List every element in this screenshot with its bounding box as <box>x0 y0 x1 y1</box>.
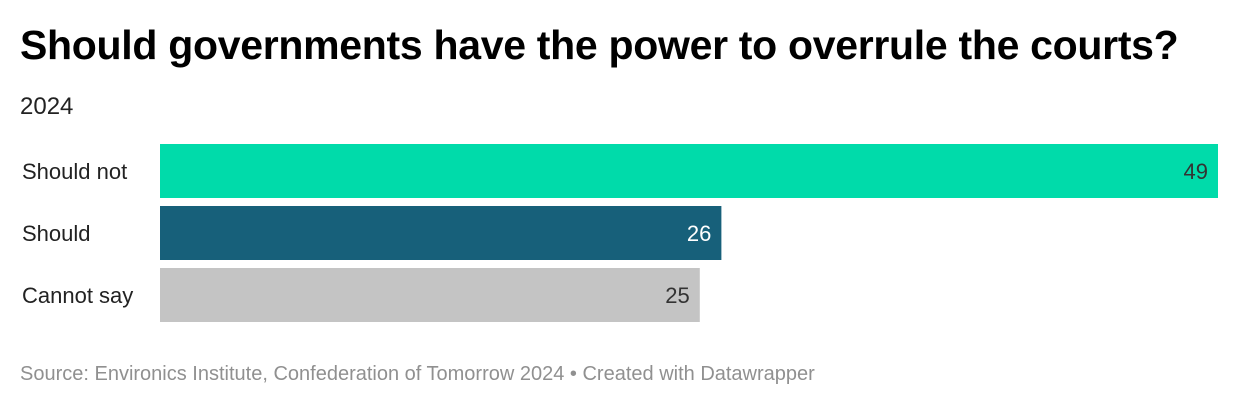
category-label: Should <box>22 221 91 246</box>
bar-value-label: 26 <box>687 221 711 246</box>
bar-value-label: 25 <box>665 283 689 308</box>
bar <box>160 144 1218 198</box>
chart-subtitle: 2024 <box>20 93 74 120</box>
bar-value-label: 49 <box>1184 159 1208 184</box>
bar <box>160 206 722 260</box>
bar-chart: Should not 49 Should 26 Cannot say 25 <box>22 144 1218 322</box>
chart-title: Should governments have the power to ove… <box>20 22 1179 68</box>
bar <box>160 268 700 322</box>
category-label: Should not <box>22 159 127 184</box>
category-label: Cannot say <box>22 283 133 308</box>
source-note: Source: Environics Institute, Confederat… <box>20 363 815 385</box>
